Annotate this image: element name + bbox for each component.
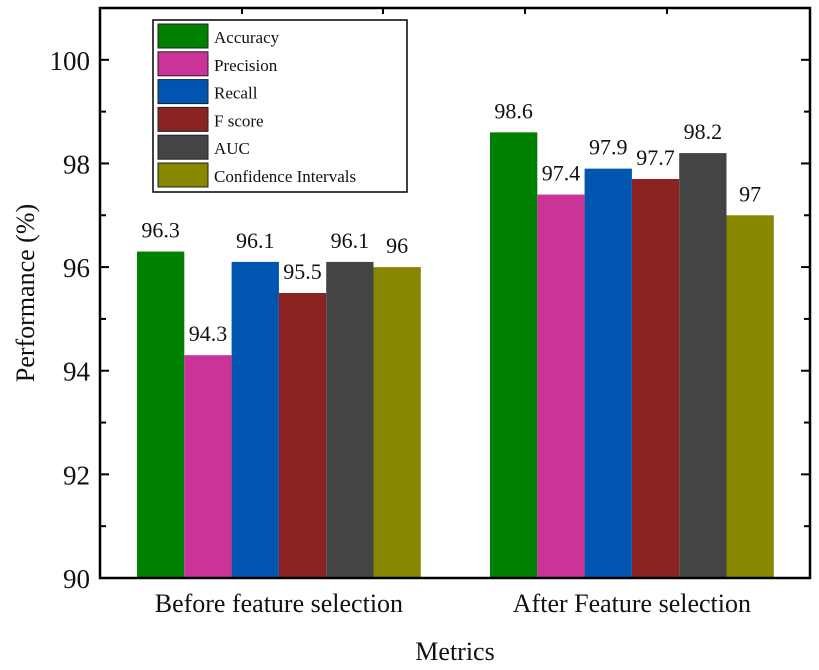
- data-label: 94.3: [189, 321, 228, 346]
- legend-swatch: [157, 79, 209, 105]
- bar-confidence-intervals-0: [373, 267, 421, 578]
- plot-frame: [98, 6, 812, 580]
- data-label: 97.7: [636, 145, 675, 170]
- y-tick-label: 98: [63, 149, 90, 179]
- legend-swatch: [157, 106, 209, 132]
- legend-swatch: [157, 134, 209, 160]
- data-label: 97.9: [589, 135, 628, 160]
- legend-label: F score: [214, 111, 264, 130]
- data-label: 96.1: [236, 228, 275, 253]
- legend-label: Accuracy: [214, 28, 280, 47]
- y-axis-label: Performance (%): [11, 204, 40, 382]
- bar-auc-0: [326, 261, 374, 578]
- legend: Accuracy Precision Recall F score AUC Confide…: [152, 19, 408, 193]
- y-tick-label: 100: [50, 46, 91, 76]
- bar-auc-1: [679, 153, 727, 578]
- data-label: 97: [739, 181, 761, 206]
- data-label: 96.1: [331, 228, 370, 253]
- bar-recall-0: [231, 261, 279, 578]
- bar-accuracy-1: [490, 132, 538, 578]
- bar-precision-0: [184, 355, 232, 578]
- data-label: 96: [386, 233, 408, 258]
- bar-f-score-0: [278, 293, 327, 578]
- legend-swatch: [157, 51, 209, 77]
- bar-f-score-1: [631, 179, 680, 578]
- data-label: 95.5: [283, 259, 322, 284]
- data-label: 96.3: [141, 218, 180, 243]
- x-tick-label: Before feature selection: [155, 589, 403, 618]
- legend-label: Confidence Intervals: [214, 167, 356, 186]
- legend-swatch: [157, 162, 209, 188]
- data-label: 98.2: [684, 119, 723, 144]
- x-tick-label: After Feature selection: [513, 589, 751, 618]
- y-tick-label: 94: [63, 357, 91, 387]
- legend-label: Recall: [214, 84, 258, 103]
- bar-accuracy-0: [137, 251, 185, 578]
- bar-recall-1: [584, 168, 632, 579]
- x-axis-label: Metrics: [415, 637, 494, 666]
- bar-precision-1: [537, 194, 585, 578]
- y-tick-label: 92: [63, 460, 90, 490]
- data-label: 98.6: [494, 98, 533, 123]
- legend-label: AUC: [214, 139, 250, 158]
- data-label: 97.4: [542, 161, 581, 186]
- bar-confidence-intervals-1: [726, 215, 774, 579]
- y-tick-label: 90: [63, 564, 90, 594]
- legend-label: Precision: [214, 56, 278, 75]
- y-tick-label: 96: [63, 253, 90, 283]
- legend-swatch: [157, 23, 209, 49]
